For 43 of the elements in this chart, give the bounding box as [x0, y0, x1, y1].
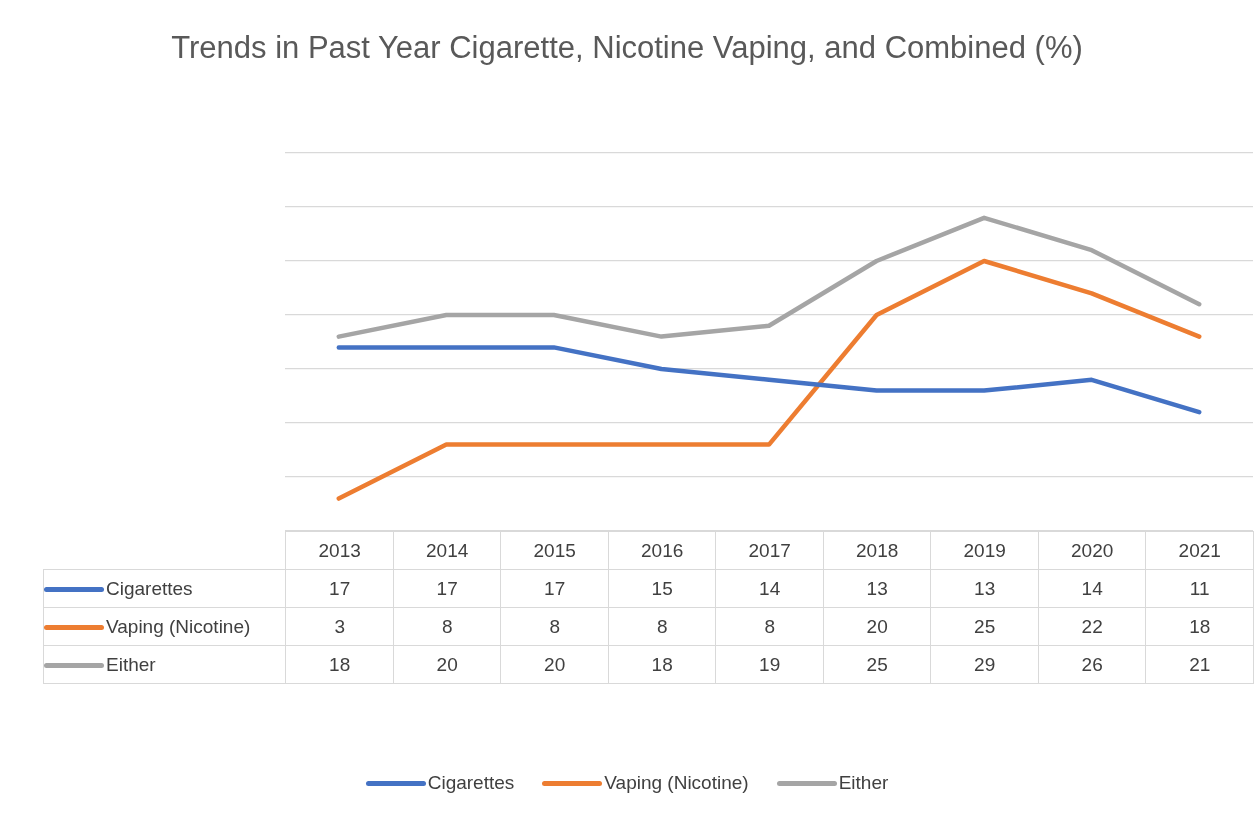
- text: Either: [838, 772, 889, 793]
- data-label: 25: [930, 607, 1039, 646]
- data-label: 18: [1145, 607, 1254, 646]
- x-tick-label: 2017: [715, 531, 824, 570]
- data-label: 17: [285, 569, 394, 608]
- data-label: 15: [608, 569, 716, 608]
- x-tick-label: 2014: [393, 531, 501, 570]
- data-label: 25: [823, 645, 931, 684]
- x-tick-label: 2018: [823, 531, 931, 570]
- data-label: 8: [715, 607, 824, 646]
- data-label: 20: [823, 607, 931, 646]
- x-tick-label: 2021: [1145, 531, 1254, 570]
- data-label: 14: [1038, 569, 1146, 608]
- data-label: 19: [715, 645, 824, 684]
- data-label: 17: [393, 569, 501, 608]
- data-label: 13: [930, 569, 1039, 608]
- data-label: 3: [285, 607, 394, 646]
- x-tick-label: 2013: [285, 531, 394, 570]
- legend-label: Cigarettes: [106, 577, 193, 599]
- data-label: 21: [1145, 645, 1254, 684]
- data-label: 17: [500, 569, 609, 608]
- x-tick-label: 2020: [1038, 531, 1146, 570]
- chart-title: Trends in Past Year Cigarette, Nicotine Vaping, and Combined (%): [170, 30, 1084, 66]
- data-label: 8: [608, 607, 716, 646]
- data-label: 26: [1038, 645, 1146, 684]
- legend-label: Vaping (Nicotine): [106, 615, 251, 637]
- data-label: 22: [1038, 607, 1146, 646]
- x-tick-label: 2016: [608, 531, 716, 570]
- data-label: 8: [500, 607, 609, 646]
- x-tick-label: 2019: [930, 531, 1039, 570]
- data-label: 18: [608, 645, 716, 684]
- x-tick-label: 2015: [500, 531, 609, 570]
- data-label: 20: [393, 645, 501, 684]
- text: Vaping (Nicotine): [604, 772, 749, 793]
- data-label: 20: [500, 645, 609, 684]
- data-label: 11: [1145, 569, 1254, 608]
- data-label: 13: [823, 569, 931, 608]
- data-label: 14: [715, 569, 824, 608]
- data-label: 8: [393, 607, 501, 646]
- legend-label: Either: [106, 653, 156, 675]
- text: Cigarettes: [427, 772, 515, 793]
- data-label: 18: [285, 645, 394, 684]
- data-label: 29: [930, 645, 1039, 684]
